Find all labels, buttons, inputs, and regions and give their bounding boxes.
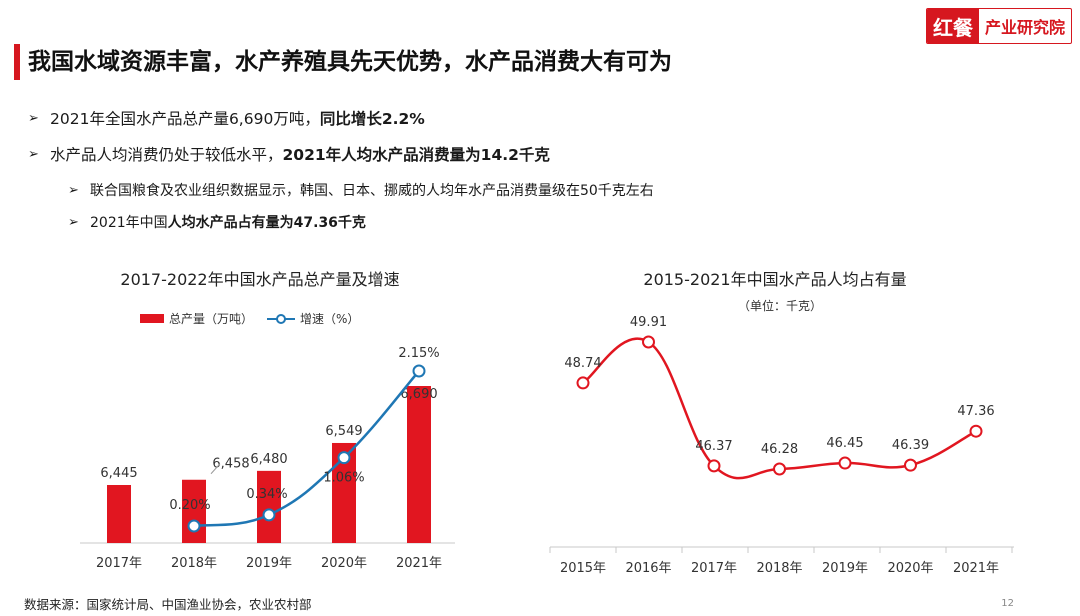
left-chart-legend: 总产量（万吨） 增速（%） xyxy=(140,310,359,327)
bullet-emphasis: 2021年人均水产品消费量为14.2千克 xyxy=(282,146,550,164)
bar-value-label: 6,458 xyxy=(212,457,249,472)
bar xyxy=(257,470,281,543)
bullet-item: ➢ 水产品人均消费仍处于较低水平，2021年人均水产品消费量为14.2千克 xyxy=(28,142,654,168)
per-capita-value-label: 46.37 xyxy=(695,439,732,454)
title-accent-bar xyxy=(14,44,20,80)
bar xyxy=(107,485,131,543)
per-capita-point xyxy=(904,458,917,472)
sub-bullet-item: ➢ 2021年中国人均水产品占有量为47.36千克 xyxy=(68,210,654,236)
bar xyxy=(407,386,431,543)
growth-value-label: 0.34% xyxy=(246,487,287,502)
bullet-text: 联合国粮食及农业组织数据显示，韩国、日本、挪威的人均年水产品消费量级在50千克左… xyxy=(90,183,654,199)
page-title: 我国水域资源丰富，水产养殖具先天优势，水产品消费大有可为 xyxy=(28,49,672,75)
bullet-text: 水产品人均消费仍处于较低水平， xyxy=(50,146,283,164)
right-chart-title: 2015-2021年中国水产品人均占有量 xyxy=(643,270,907,289)
bullet-emphasis: 同比增长2.2% xyxy=(319,110,425,128)
bar-value-label: 6,445 xyxy=(100,466,137,481)
x-tick-label: 2017年 xyxy=(691,561,737,576)
sub-bullet-item: ➢ 联合国粮食及农业组织数据显示，韩国、日本、挪威的人均年水产品消费量级在50千… xyxy=(68,178,654,204)
right-chart-subtitle: （单位：千克） xyxy=(738,299,823,313)
x-tick-label: 2018年 xyxy=(756,561,802,576)
x-tick-label: 2021年 xyxy=(953,561,999,576)
per-capita-point xyxy=(969,424,983,438)
per-capita-value-label: 46.45 xyxy=(826,436,863,451)
x-tick-label: 2019年 xyxy=(246,556,292,571)
per-capita-point xyxy=(707,459,721,473)
growth-point xyxy=(337,451,351,465)
legend-line-swatch xyxy=(267,313,296,324)
logo-text: 产业研究院 xyxy=(984,18,1065,37)
bullet-text: 2021年中国 xyxy=(90,215,168,231)
arrow-bullet-icon: ➢ xyxy=(68,215,79,230)
logo-mark: 红餐 xyxy=(926,9,979,43)
arrow-bullet-icon: ➢ xyxy=(28,147,39,162)
bullet-emphasis: 人均水产品占有量为47.36千克 xyxy=(167,215,366,231)
bar-value-label: 6,549 xyxy=(325,424,362,439)
label-leader-line xyxy=(210,463,221,475)
growth-value-label: 1.06% xyxy=(323,471,364,486)
per-capita-point xyxy=(838,456,852,470)
x-tick-label: 2016年 xyxy=(625,561,671,576)
page-number: 12 xyxy=(1001,598,1014,609)
per-capita-point xyxy=(642,335,655,349)
x-tick-label: 2020年 xyxy=(887,561,933,576)
arrow-bullet-icon: ➢ xyxy=(68,183,79,198)
bar-value-label: 6,690 xyxy=(400,387,437,402)
per-capita-value-label: 46.28 xyxy=(761,442,798,457)
x-tick-label: 2017年 xyxy=(96,556,142,571)
per-capita-value-label: 47.36 xyxy=(957,404,994,419)
per-capita-line xyxy=(582,337,977,480)
x-tick-label: 2020年 xyxy=(321,556,367,571)
legend-bar-swatch xyxy=(140,314,164,323)
bullet-text: 2021年全国水产品总产量6,690万吨， xyxy=(50,110,320,128)
x-tick-label: 2018年 xyxy=(171,556,217,571)
data-source-note: 数据来源：国家统计局、中国渔业协会，农业农村部 xyxy=(24,597,312,612)
growth-point xyxy=(187,519,201,533)
bullet-list: ➢ 2021年全国水产品总产量6,690万吨，同比增长2.2% ➢ 水产品人均消… xyxy=(28,106,654,242)
bar-value-label: 6,480 xyxy=(250,452,287,467)
legend-bar-label: 总产量（万吨） xyxy=(169,312,254,326)
per-capita-point xyxy=(773,462,786,476)
x-tick-label: 2019年 xyxy=(822,561,868,576)
per-capita-point xyxy=(576,376,590,390)
left-chart: 2017年 2018年 2019年 2020年 2021年 6,445 6,458 6,480… xyxy=(80,346,455,571)
growth-line xyxy=(193,370,420,528)
arrow-bullet-icon: ➢ xyxy=(28,111,39,126)
bullet-item: ➢ 2021年全国水产品总产量6,690万吨，同比增长2.2% xyxy=(28,106,654,132)
growth-point xyxy=(262,508,276,522)
growth-point xyxy=(412,364,426,378)
legend-line-label: 增速（%） xyxy=(300,312,360,326)
x-tick-label: 2015年 xyxy=(560,561,606,576)
growth-value-label: 0.20% xyxy=(169,498,210,513)
left-chart-title: 2017-2022年中国水产品总产量及增速 xyxy=(120,270,400,289)
brand-logo: 红餐 产业研究院 xyxy=(925,8,1072,44)
per-capita-value-label: 49.91 xyxy=(630,316,667,330)
x-tick-label: 2021年 xyxy=(396,556,442,571)
right-chart: 2015年 2016年 2017年 2018年 2019年 2020年 2021年 48.74… xyxy=(549,316,1014,576)
growth-value-label: 2.15% xyxy=(398,346,439,361)
per-capita-value-label: 46.39 xyxy=(892,438,929,453)
per-capita-value-label: 48.74 xyxy=(564,356,601,371)
